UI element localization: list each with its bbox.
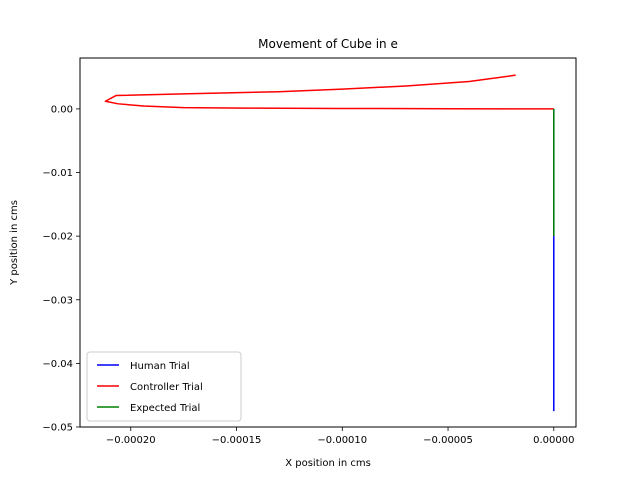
- legend-label: Controller Trial: [130, 382, 203, 393]
- x-tick-label: 0.00000: [533, 435, 574, 446]
- y-axis: −0.05 −0.04 −0.03 −0.02 −0.01 0.00: [42, 104, 80, 434]
- x-axis: −0.00020 −0.00015 −0.00010 −0.00005 0.00000: [106, 427, 574, 446]
- x-tick-label: −0.00020: [106, 435, 156, 446]
- y-tick-label: −0.02: [42, 232, 73, 243]
- x-axis-label: X position in cms: [285, 458, 371, 469]
- y-tick-label: −0.01: [42, 168, 73, 179]
- x-tick-label: −0.00005: [423, 435, 473, 446]
- x-tick-label: −0.00015: [212, 435, 262, 446]
- y-tick-label: −0.05: [42, 423, 73, 434]
- y-tick-label: −0.03: [42, 295, 73, 306]
- plot-area-frame: [79, 57, 577, 428]
- x-tick-label: −0.00010: [317, 435, 367, 446]
- y-tick-label: 0.00: [51, 104, 73, 115]
- legend-label: Human Trial: [130, 361, 190, 372]
- chart-title: Movement of Cube in e: [258, 37, 398, 51]
- series-line-controller-trial: [104, 74, 554, 110]
- y-axis-label: Y position in cms: [9, 200, 20, 286]
- legend-box: [86, 351, 242, 422]
- y-tick-label: −0.04: [42, 359, 73, 370]
- legend: Human Trial Controller Trial Expected Tria…: [86, 351, 242, 422]
- legend-label: Expected Trial: [130, 403, 200, 414]
